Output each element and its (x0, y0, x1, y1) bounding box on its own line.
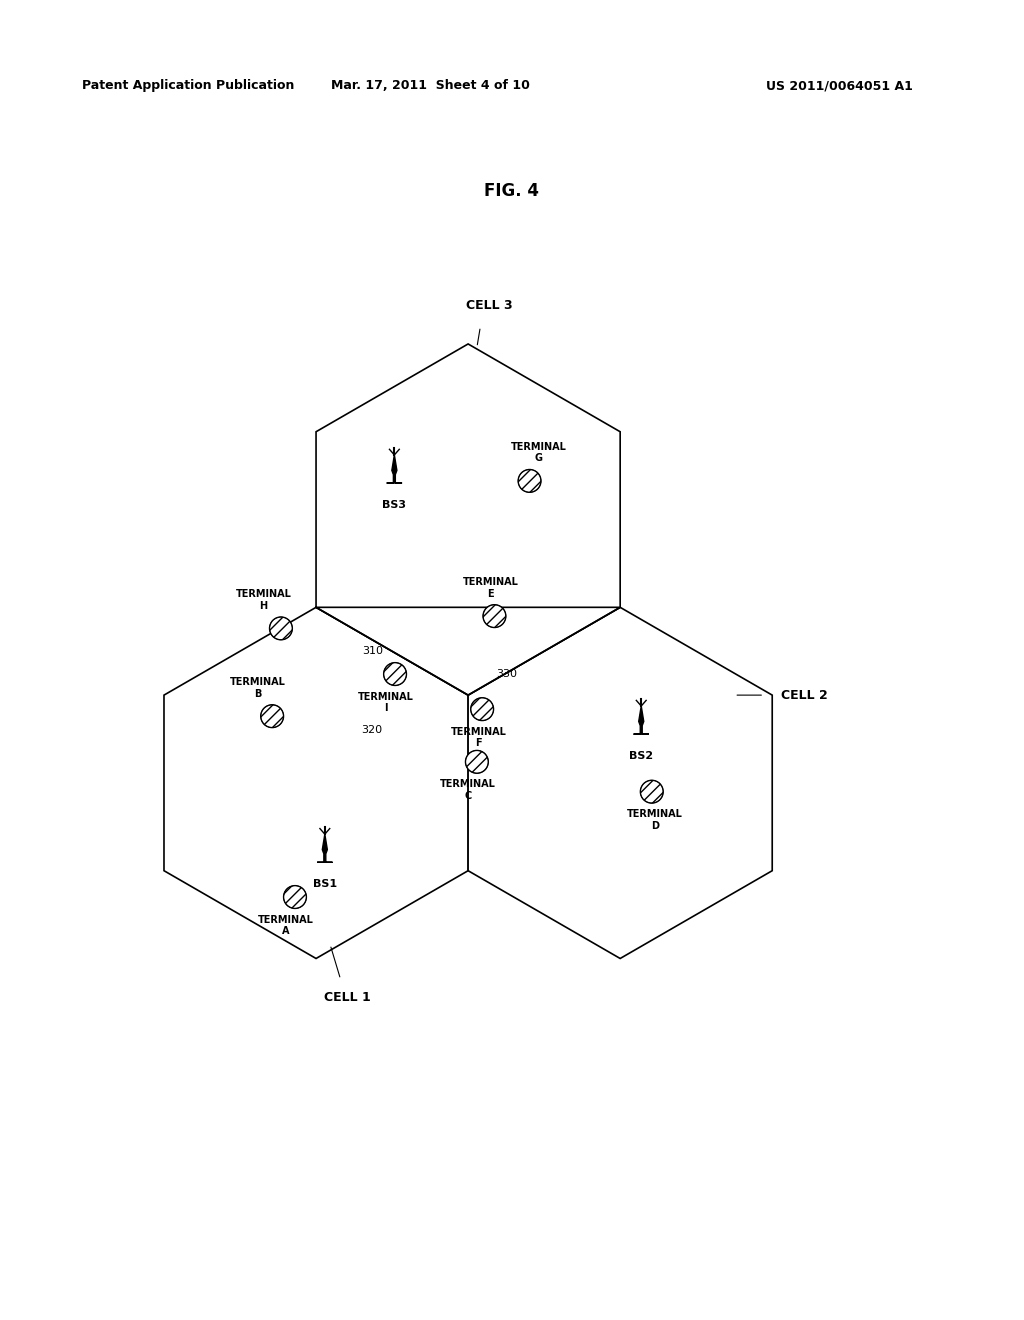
Text: 320: 320 (361, 725, 383, 735)
Circle shape (518, 470, 541, 492)
Circle shape (269, 616, 292, 640)
Text: BS3: BS3 (382, 500, 407, 511)
Polygon shape (387, 455, 402, 483)
Text: TERMINAL
G: TERMINAL G (510, 442, 566, 463)
Text: TERMINAL
I: TERMINAL I (358, 692, 415, 713)
Circle shape (640, 780, 664, 803)
Polygon shape (634, 706, 649, 734)
Text: Mar. 17, 2011  Sheet 4 of 10: Mar. 17, 2011 Sheet 4 of 10 (331, 79, 529, 92)
Text: 310: 310 (361, 647, 383, 656)
Text: TERMINAL
E: TERMINAL E (463, 577, 519, 598)
Text: CELL 3: CELL 3 (466, 298, 512, 312)
Text: TERMINAL
F: TERMINAL F (451, 727, 507, 748)
Circle shape (261, 705, 284, 727)
Circle shape (471, 698, 494, 721)
Circle shape (284, 886, 306, 908)
Text: TERMINAL
C: TERMINAL C (440, 779, 496, 801)
Text: TERMINAL
A: TERMINAL A (258, 915, 314, 936)
Polygon shape (164, 607, 468, 958)
Text: BS2: BS2 (629, 751, 653, 762)
Text: CELL 1: CELL 1 (325, 990, 371, 1003)
Text: TERMINAL
B: TERMINAL B (230, 677, 286, 698)
Text: Patent Application Publication: Patent Application Publication (82, 79, 294, 92)
Circle shape (384, 663, 407, 685)
Text: FIG. 4: FIG. 4 (484, 182, 540, 201)
Circle shape (483, 605, 506, 627)
Polygon shape (317, 834, 333, 862)
Polygon shape (316, 345, 621, 696)
Text: CELL 2: CELL 2 (781, 689, 827, 702)
Text: US 2011/0064051 A1: US 2011/0064051 A1 (766, 79, 913, 92)
Text: 330: 330 (497, 669, 517, 678)
Text: BS1: BS1 (312, 879, 337, 890)
Text: TERMINAL
H: TERMINAL H (236, 589, 291, 611)
Polygon shape (468, 607, 772, 958)
Text: TERMINAL
D: TERMINAL D (628, 809, 683, 830)
Circle shape (466, 751, 488, 774)
